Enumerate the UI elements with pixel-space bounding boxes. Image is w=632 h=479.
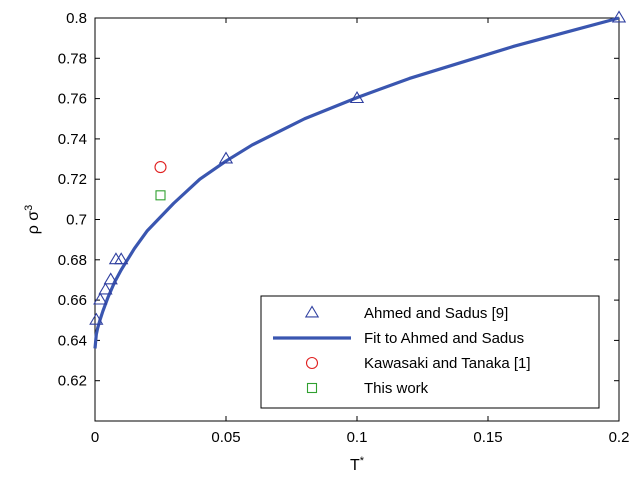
x-axis-label: T* (350, 455, 365, 474)
ticks-layer: 0 0.05 0.1 0.15 0.2 0.62 0.64 0.66 0.68 0.7 0.72 0.… (58, 10, 630, 446)
x-tick-label: 0.1 (347, 429, 368, 446)
triangle-point-series-0 (218, 151, 234, 164)
y-tick-label: 0.74 (58, 131, 87, 148)
legend-triangle-swatch (304, 305, 320, 318)
y-axis-label-sup: 3 (23, 205, 35, 211)
legend-item: Ahmed and Sadus [9] (304, 305, 508, 322)
y-tick-label: 0.62 (58, 373, 87, 390)
y-axis-label-base: ρ σ (25, 211, 42, 235)
triangle-point-series-0 (89, 312, 104, 325)
x-tick-label: 0.05 (211, 429, 240, 446)
circle-point-series-2 (154, 161, 167, 174)
y-tick-label: 0.64 (58, 332, 87, 349)
x-axis-label-sup: * (360, 455, 365, 467)
legend-label: Fit to Ahmed and Sadus (364, 330, 524, 347)
square-point-series-3 (155, 190, 166, 201)
legend-item: Kawasaki and Tanaka [1] (305, 355, 531, 372)
triangle-point-series-0 (349, 91, 365, 104)
y-tick-label: 0.72 (58, 171, 87, 188)
y-tick-label: 0.66 (58, 292, 87, 309)
x-tick-label: 0.15 (473, 429, 502, 446)
legend-square-swatch (306, 382, 318, 394)
y-tick-label: 0.78 (58, 50, 87, 67)
legend-item: Fit to Ahmed and Sadus (273, 330, 524, 347)
legend-label: Ahmed and Sadus [9] (364, 305, 508, 322)
legend-item: This work (306, 380, 429, 397)
triangle-point-series-0 (93, 292, 108, 305)
y-tick-label: 0.8 (66, 10, 87, 27)
x-axis-label-base: T (350, 457, 360, 474)
legend-items: Ahmed and Sadus [9] Fit to Ahmed and Sadu… (273, 305, 531, 397)
fit-line-series-1 (93, 16, 620, 349)
y-tick-label: 0.7 (66, 212, 87, 229)
legend-label: Kawasaki and Tanaka [1] (364, 355, 531, 372)
x-tick-label: 0.2 (609, 429, 630, 446)
legend-circle-swatch (305, 356, 319, 370)
triangle-point-series-0 (611, 10, 627, 23)
triangle-point-series-0 (98, 282, 113, 295)
data-layer (89, 10, 627, 349)
legend-label: This work (364, 380, 429, 397)
y-axis-label: ρ σ3 (23, 205, 42, 235)
y-tick-label: 0.76 (58, 91, 87, 108)
triangle-point-series-0 (103, 272, 118, 285)
y-tick-label: 0.68 (58, 252, 87, 269)
legend: Ahmed and Sadus [9] Fit to Ahmed and Sadu… (260, 295, 600, 409)
x-tick-label: 0 (91, 429, 99, 446)
triangle-point-series-0 (114, 252, 129, 265)
